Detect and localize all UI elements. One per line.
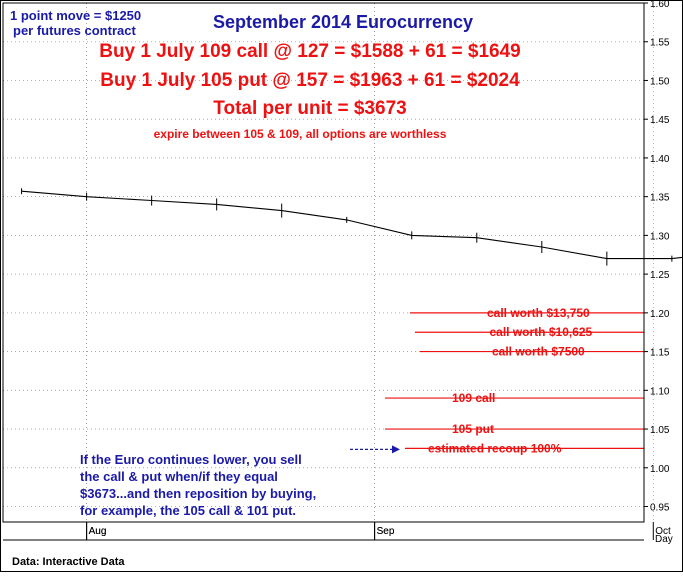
note-line: If the Euro continues lower, you sell (80, 452, 302, 467)
grid-layer (3, 2, 654, 522)
x-tick-label: Sep (377, 526, 395, 537)
y-tick-label: 1.55 (650, 38, 670, 49)
subnote: expire between 105 & 109, all options ar… (154, 127, 447, 141)
level-label: estimated recoup 100% (428, 441, 562, 455)
footer: Data: Interactive Data (0, 553, 683, 572)
note-line: the call & put when/if they equal (80, 469, 278, 484)
y-tick-label: 1.25 (650, 270, 670, 281)
y-tick-label: 1.50 (650, 76, 670, 87)
y-tick-label: 1.60 (650, 0, 670, 10)
headline: Buy 1 July 105 put @ 157 = $1963 + 61 = … (100, 70, 520, 91)
text-layer: September 2014 Eurocurrency 1 point move … (10, 8, 521, 141)
level-label: call worth $7500 (492, 345, 585, 359)
price-line (21, 190, 683, 260)
corner-note-line: per futures contract (13, 23, 136, 38)
x-tick-label: Aug (89, 526, 107, 537)
level-label: call worth $13,750 (487, 306, 590, 320)
y-tick-label: 1.05 (650, 425, 670, 436)
x-tick-label: Aug (89, 526, 107, 537)
recoup-arrow-head (392, 445, 400, 454)
source-label: Data: Interactive Data (12, 556, 125, 568)
level-label: call worth $10,625 (490, 325, 593, 339)
level-layer: call worth $13,750 call worth $10,625 call… (350, 306, 644, 455)
x-tick-label: Oct (655, 526, 671, 537)
note-line: for example, the 105 call & 101 put. (80, 503, 297, 518)
level-label: 105 put (452, 422, 494, 436)
y-tick-label: 1.20 (650, 309, 670, 320)
plot-frame (2, 2, 645, 523)
headline: Total per unit = $3673 (213, 98, 406, 119)
x-tick-label: Sep (377, 526, 395, 537)
y-tick-label: 1.40 (650, 154, 670, 165)
x-unit-label: Day (655, 534, 673, 545)
price-layer (21, 188, 683, 266)
y-tick-label: 0.95 (650, 503, 670, 514)
level-label: 109 call (452, 391, 495, 405)
y-tick-label: 1.00 (650, 464, 670, 475)
headline: Buy 1 July 109 call @ 127 = $1588 + 61 =… (99, 41, 521, 62)
corner-note-line: 1 point move = $1250 (10, 8, 141, 23)
y-tick-label: 1.35 (650, 193, 670, 204)
y-tick-label: 1.15 (650, 348, 670, 359)
chart-title: September 2014 Eurocurrency (213, 12, 473, 32)
y-tick-label: 1.30 (650, 231, 670, 242)
y-tick-label: 1.45 (650, 115, 670, 126)
notes-block: If the Euro continues lower, you sell th… (80, 451, 380, 519)
y-tick-label: 1.10 (650, 386, 670, 397)
note-line: $3673...and then reposition by buying, (80, 486, 317, 501)
